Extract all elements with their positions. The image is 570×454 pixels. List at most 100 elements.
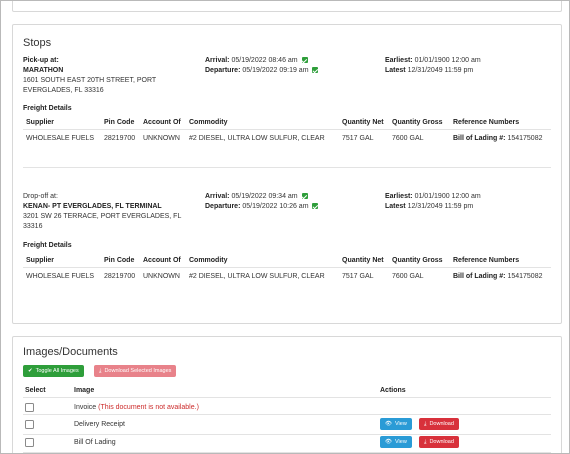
pickup-qty-net: 7517 GAL	[342, 135, 374, 142]
col-pin-code: Pin Code	[104, 119, 135, 126]
reference-value: 154175082	[507, 273, 543, 280]
dropoff-pin: 28219700	[104, 273, 136, 280]
col-image: Image	[74, 387, 95, 394]
divider	[23, 397, 551, 398]
dropoff-account: UNKNOWN	[143, 273, 180, 280]
departure-value: 05/19/2022 10:26 am	[242, 203, 309, 210]
earliest-value: 01/01/1900 12:00 am	[414, 193, 481, 200]
arrival-label: Arrival:	[205, 193, 230, 200]
image-name: Bill Of Lading	[74, 439, 116, 446]
dropoff-latest: Latest 12/31/2049 11:59 pm	[385, 203, 473, 210]
divider	[23, 167, 551, 168]
pickup-earliest: Earliest: 01/01/1900 12:00 am	[385, 57, 481, 64]
pickup-latest: Latest 12/31/2049 11:59 pm	[385, 67, 473, 74]
images-card: Images/Documents ✔ Toggle All Images ⤓ Dow…	[12, 336, 562, 453]
reference-value: 154175082	[507, 135, 543, 142]
col-account-of: Account Of	[143, 119, 181, 126]
departure-label: Departure:	[205, 67, 241, 74]
departure-label: Departure:	[205, 203, 241, 210]
download-icon: ⤓	[424, 439, 427, 445]
view-label: View	[394, 439, 407, 445]
col-quantity-net: Quantity Net	[342, 119, 384, 126]
pickup-qty-gross: 7600 GAL	[392, 135, 424, 142]
col-pin-code: Pin Code	[104, 257, 135, 264]
pickup-freight-title: Freight Details	[23, 105, 72, 112]
dropoff-supplier: WHOLESALE FUELS	[26, 273, 95, 280]
dropoff-freight-title: Freight Details	[23, 242, 72, 249]
select-checkbox-bill-of-lading[interactable]	[25, 438, 34, 447]
view-label: View	[394, 421, 407, 427]
image-row-invoice: Invoice (This document is not available.…	[74, 404, 199, 411]
view-button[interactable]: 👁 View	[380, 418, 412, 430]
pickup-address-line1: 1601 SOUTH EAST 20TH STREET, PORT	[23, 77, 157, 84]
col-actions: Actions	[380, 387, 406, 394]
select-checkbox-invoice[interactable]	[25, 403, 34, 412]
pickup-pin: 28219700	[104, 135, 136, 142]
pickup-name: MARATHON	[23, 67, 64, 74]
dropoff-qty-gross: 7600 GAL	[392, 273, 424, 280]
dropoff-commodity: #2 DIESEL, ULTRA LOW SULFUR, CLEAR	[189, 273, 325, 280]
dropoff-earliest: Earliest: 01/01/1900 12:00 am	[385, 193, 481, 200]
dropoff-name: KENAN- PT EVERGLADES, FL TERMINAL	[23, 203, 162, 210]
eye-icon: 👁	[385, 421, 392, 427]
toggle-all-images-button[interactable]: ✔ Toggle All Images	[23, 365, 84, 377]
divider	[23, 267, 551, 268]
download-label: Download	[429, 421, 454, 427]
dropoff-departure: Departure: 05/19/2022 10:26 am	[205, 203, 319, 210]
dropoff-arrival: Arrival: 05/19/2022 09:34 am	[205, 193, 308, 200]
pickup-account: UNKNOWN	[143, 135, 180, 142]
download-selected-images-label: Download Selected Images	[104, 368, 172, 374]
stops-title: Stops	[23, 37, 52, 49]
download-icon: ⤓	[99, 368, 102, 374]
dropoff-address-line1: 3201 SW 26 TERRACE, PORT EVERGLADES, FL	[23, 213, 182, 220]
divider	[23, 452, 551, 453]
download-label: Download	[429, 439, 454, 445]
pickup-supplier: WHOLESALE FUELS	[26, 135, 95, 142]
col-quantity-gross: Quantity Gross	[392, 119, 443, 126]
unavailable-note: (This document is not available.)	[98, 404, 199, 411]
check-icon	[312, 67, 319, 73]
latest-value: 12/31/2049 11:59 pm	[407, 67, 474, 74]
view-button[interactable]: 👁 View	[380, 436, 412, 448]
download-icon: ⤓	[424, 421, 427, 427]
earliest-label: Earliest:	[385, 193, 413, 200]
download-button[interactable]: ⤓ Download	[419, 436, 459, 448]
col-quantity-gross: Quantity Gross	[392, 257, 443, 264]
earliest-value: 01/01/1900 12:00 am	[414, 57, 481, 64]
download-button[interactable]: ⤓ Download	[419, 418, 459, 430]
col-commodity: Commodity	[189, 119, 228, 126]
check-icon: ✔	[28, 368, 33, 374]
earliest-label: Earliest:	[385, 57, 413, 64]
reference-label: Bill of Lading #:	[453, 135, 506, 142]
download-selected-images-button[interactable]: ⤓ Download Selected Images	[94, 365, 177, 377]
divider	[23, 414, 551, 415]
pickup-reference: Bill of Lading #: 154175082	[453, 135, 543, 142]
dropoff-address-line2: 33316	[23, 223, 43, 230]
latest-label: Latest	[385, 67, 406, 74]
arrival-value: 05/19/2022 09:34 am	[231, 193, 298, 200]
col-supplier: Supplier	[26, 119, 55, 126]
divider	[23, 129, 551, 130]
col-select: Select	[25, 387, 46, 394]
check-icon	[312, 203, 319, 209]
col-quantity-net: Quantity Net	[342, 257, 384, 264]
divider	[23, 434, 551, 435]
latest-value: 12/31/2049 11:59 pm	[407, 203, 474, 210]
col-supplier: Supplier	[26, 257, 55, 264]
select-checkbox-delivery-receipt[interactable]	[25, 420, 34, 429]
arrival-label: Arrival:	[205, 57, 230, 64]
pickup-commodity: #2 DIESEL, ULTRA LOW SULFUR, CLEAR	[189, 135, 325, 142]
arrival-value: 05/19/2022 08:46 am	[231, 57, 298, 64]
dropoff-label: Drop-off at:	[23, 193, 58, 200]
dropoff-reference: Bill of Lading #: 154175082	[453, 273, 543, 280]
images-title: Images/Documents	[23, 346, 118, 358]
top-card	[12, 1, 562, 12]
latest-label: Latest	[385, 203, 406, 210]
pickup-arrival: Arrival: 05/19/2022 08:46 am	[205, 57, 308, 64]
check-icon	[301, 193, 308, 199]
check-icon	[301, 57, 308, 63]
image-name: Invoice	[74, 404, 97, 411]
reference-label: Bill of Lading #:	[453, 273, 506, 280]
stops-card: Stops Pick-up at: MARATHON 1601 SOUTH EA…	[12, 24, 562, 324]
